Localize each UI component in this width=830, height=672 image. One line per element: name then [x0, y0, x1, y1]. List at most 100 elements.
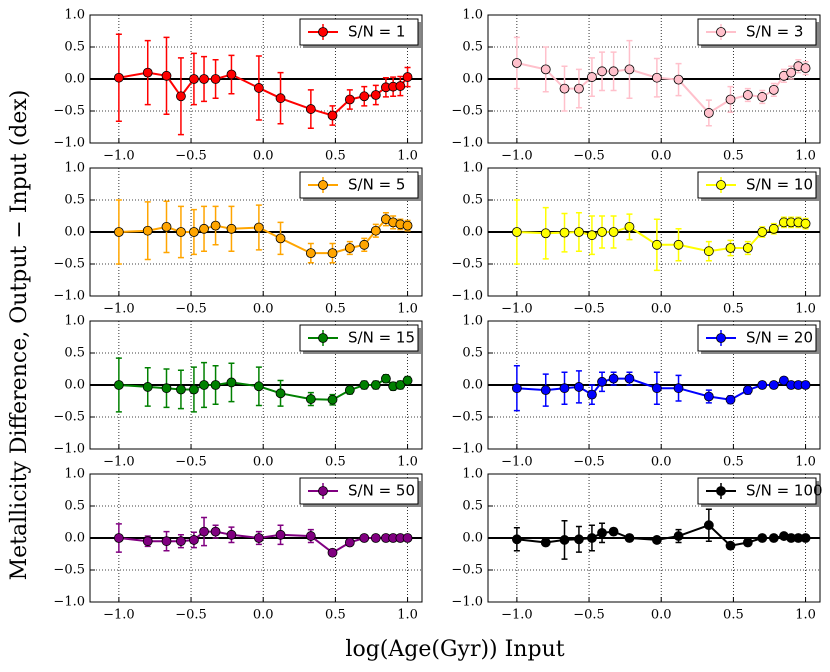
x-tick-label: 0.0 [253, 149, 274, 164]
y-tick-label: −1.0 [451, 442, 483, 457]
marker [275, 93, 286, 104]
marker [768, 84, 779, 95]
legend-marker [318, 486, 328, 496]
x-tick-label: −1.0 [103, 608, 135, 623]
marker [673, 383, 684, 394]
marker [768, 223, 779, 234]
marker [574, 382, 584, 392]
marker [370, 90, 381, 100]
marker [673, 531, 684, 541]
axes-frame [487, 167, 821, 297]
axes-frame [89, 167, 423, 297]
x-tick-label: −1.0 [501, 149, 533, 164]
legend-marker [318, 333, 328, 343]
y-tick-label: 1.0 [462, 161, 483, 176]
panel: −1.0 −0.5 0.0 0.5 1.0 −1.0 −0.5 0.0 0.5 1.0 S/N = … [451, 161, 821, 317]
x-tick-label: −1.0 [103, 455, 135, 470]
marker [559, 383, 570, 394]
x-tick-label: 0.5 [723, 302, 744, 317]
legend-marker [716, 486, 726, 496]
y-tick-label: 1.0 [462, 8, 483, 23]
marker [725, 243, 736, 253]
y-tick-label: 1.0 [462, 467, 483, 482]
marker [344, 94, 355, 105]
y-tick-label: 1.0 [64, 8, 85, 23]
marker [275, 529, 286, 540]
y-axis-label: Metallicity Difference, Output − Input (… [7, 90, 32, 581]
marker [779, 375, 789, 386]
marker [757, 380, 768, 390]
x-tick-label: 1.0 [397, 608, 418, 623]
marker [574, 83, 584, 94]
x-tick-label: −1.0 [501, 608, 533, 623]
marker [511, 227, 522, 237]
y-tick-label: −0.5 [53, 563, 85, 578]
marker [786, 67, 797, 78]
legend-marker [318, 27, 328, 37]
x-tick-label: 1.0 [397, 149, 418, 164]
x-axis-label: log(Age(Gyr)) Input [345, 637, 564, 662]
marker [161, 383, 172, 394]
y-tick-label: −0.5 [53, 257, 85, 272]
marker [161, 221, 172, 232]
marker [673, 74, 684, 85]
y-tick-label: −1.0 [53, 442, 85, 457]
marker [189, 384, 199, 395]
y-tick-label: 0.5 [64, 193, 85, 208]
marker [113, 380, 124, 390]
marker [624, 64, 635, 75]
marker [199, 526, 209, 537]
x-tick-label: −0.5 [175, 608, 207, 623]
marker [305, 394, 316, 404]
marker [559, 227, 570, 238]
marker [199, 74, 209, 84]
marker [768, 380, 779, 390]
marker [189, 74, 199, 84]
marker [651, 383, 662, 394]
marker [800, 533, 811, 543]
x-tick-label: 1.0 [795, 149, 816, 164]
marker [253, 381, 264, 392]
marker [305, 248, 316, 259]
marker [327, 110, 338, 121]
marker [161, 536, 172, 547]
marker [540, 64, 551, 75]
marker [210, 220, 221, 231]
y-tick-label: 0.0 [462, 378, 483, 393]
marker [402, 220, 413, 231]
legend-label: S/N = 15 [348, 329, 415, 347]
legend-marker [716, 180, 726, 190]
legend-marker [318, 180, 328, 190]
x-tick-label: 1.0 [397, 302, 418, 317]
x-tick-label: 0.0 [253, 302, 274, 317]
marker [742, 90, 753, 100]
marker [344, 243, 355, 253]
marker [253, 83, 264, 93]
x-tick-label: 0.5 [325, 302, 346, 317]
marker [402, 533, 413, 543]
marker [305, 531, 316, 541]
x-tick-label: 0.5 [723, 149, 744, 164]
y-tick-label: 0.0 [462, 531, 483, 546]
marker [210, 74, 221, 84]
y-tick-label: −1.0 [53, 136, 85, 151]
marker [226, 529, 237, 540]
marker [800, 63, 811, 74]
marker [651, 72, 662, 83]
x-tick-label: −0.5 [175, 455, 207, 470]
marker [189, 227, 199, 237]
marker [587, 72, 597, 82]
marker [624, 533, 635, 543]
marker [651, 535, 662, 545]
marker [327, 547, 338, 558]
legend-label: S/N = 100 [746, 482, 823, 500]
axes-frame [89, 473, 423, 603]
marker [757, 92, 768, 102]
x-tick-label: 0.0 [253, 455, 274, 470]
y-tick-label: −0.5 [53, 104, 85, 119]
marker [559, 535, 570, 545]
y-tick-label: −1.0 [53, 289, 85, 304]
y-tick-label: −0.5 [451, 563, 483, 578]
x-tick-label: −0.5 [175, 302, 207, 317]
marker [742, 385, 753, 396]
